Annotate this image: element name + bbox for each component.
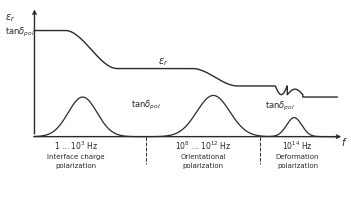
Text: Orientational: Orientational [180,154,226,160]
Text: tan$\delta_{pol}$: tan$\delta_{pol}$ [5,26,35,39]
Text: polarization: polarization [183,163,224,169]
Text: tan$\delta_{pol}$: tan$\delta_{pol}$ [131,98,160,112]
Text: Deformation: Deformation [276,154,319,160]
Text: 1 ... 10$^3$ Hz: 1 ... 10$^3$ Hz [54,140,98,152]
Text: Interface charge: Interface charge [47,154,105,160]
Text: $f$: $f$ [341,136,348,148]
Text: 10$^{14}$ Hz: 10$^{14}$ Hz [282,140,313,152]
Text: $\varepsilon_r$: $\varepsilon_r$ [5,12,16,24]
Text: polarization: polarization [55,163,96,169]
Text: tan$\delta_{pol}$: tan$\delta_{pol}$ [265,100,295,113]
Text: $\varepsilon_r$: $\varepsilon_r$ [158,56,169,68]
Text: polarization: polarization [277,163,318,169]
Text: 10$^8$ ... 10$^{12}$ Hz: 10$^8$ ... 10$^{12}$ Hz [175,140,231,152]
